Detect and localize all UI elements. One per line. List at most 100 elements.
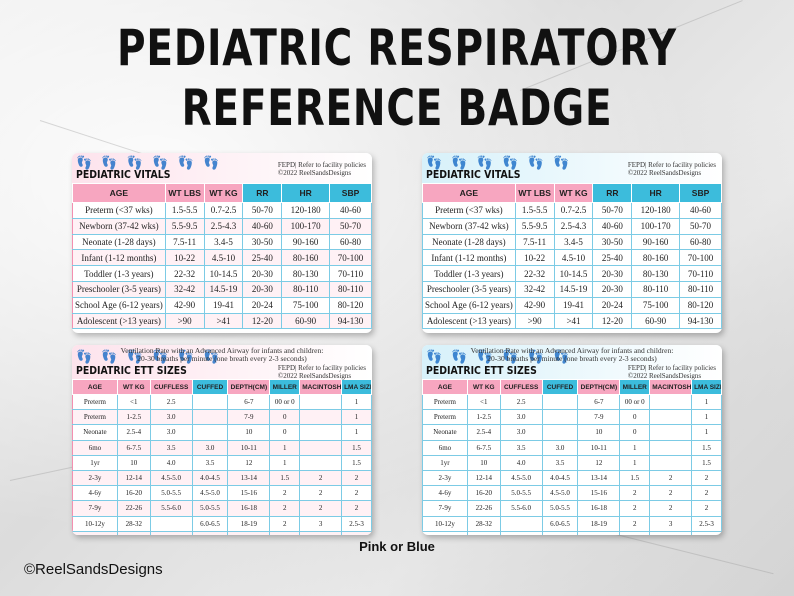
table-cell: 10-14.5 bbox=[203, 265, 244, 282]
table-cell: 94-130 bbox=[329, 312, 372, 330]
table-cell: 10-22 bbox=[164, 249, 205, 267]
row-label-cell: 10-12y bbox=[72, 515, 118, 532]
table-cell: 1.5-5.5 bbox=[514, 202, 555, 219]
row-label-cell: 6mo bbox=[72, 439, 118, 456]
table-cell bbox=[191, 424, 229, 441]
table-row: Preschooler (3-5 years) 32-42 14.5-19 20-30… bbox=[72, 280, 372, 298]
table-row: Toddler (1-3 years) 22-32 10-14.5 20-30 80-1… bbox=[72, 265, 372, 282]
column-header: MACINTOSH bbox=[649, 379, 693, 395]
table-cell: 2.5-4.3 bbox=[203, 217, 244, 235]
table-row: Newborn (37-42 wks) 5.5-9.5 2.5-4.3 40-60 10… bbox=[72, 217, 372, 235]
table-cell: 7-9 bbox=[577, 409, 621, 426]
row-label-cell: 1yr bbox=[422, 454, 468, 471]
table-cell: 75-100 bbox=[281, 296, 331, 314]
table-cell: 6.0-6.5 bbox=[541, 515, 579, 532]
table-cell: 1-2.5 bbox=[116, 409, 151, 426]
table-row: Preschooler (3-5 years) 32-42 14.5-19 20-30… bbox=[422, 280, 722, 298]
table-cell: 10 bbox=[227, 424, 271, 441]
table-row: 2-3y 12-14 4.5-5.0 4.0-4.5 13-14 1.5 2 2 bbox=[72, 469, 372, 487]
vitals-card-pink: 👣 👣 👣 👣 👣 👣 PEDIATRIC VITALS FEPD| Refer… bbox=[72, 153, 372, 333]
table-cell: 3.5 bbox=[191, 454, 229, 471]
baby-footprints-icon: 👣 👣 👣 👣 👣 👣 bbox=[426, 155, 573, 170]
table-cell bbox=[649, 424, 693, 441]
table-cell: 2.5-4 bbox=[466, 424, 501, 441]
table-cell: 100-170 bbox=[281, 217, 331, 235]
table-cell: 90-160 bbox=[631, 233, 681, 251]
table-row: 13-15y34-386.5-7.019-20233 bbox=[422, 530, 722, 535]
vitals-table: AGE WT LBS WT KG RR HR SBP Preterm (<37 wks) 1… bbox=[422, 183, 722, 330]
row-label-cell: 4-6y bbox=[72, 485, 118, 502]
table-cell: 94-130 bbox=[679, 312, 722, 330]
table-cell: 1 bbox=[269, 439, 301, 456]
table-cell: 10-11 bbox=[227, 439, 271, 456]
table-row: Preterm 1-2.5 3.0 7-9 0 1 bbox=[72, 409, 372, 426]
table-row: 4-6y 16-20 5.0-5.5 4.5-5.0 15-16 2 2 2 bbox=[422, 485, 722, 502]
table-cell: 16-20 bbox=[466, 485, 501, 502]
card-title: PEDIATRIC ETT SIZES bbox=[426, 364, 537, 377]
credit-text: ©ReelSandsDesigns bbox=[24, 561, 163, 578]
table-cell: 3.0 bbox=[191, 439, 229, 456]
table-cell: 2.5-4.3 bbox=[553, 217, 594, 235]
vitals-card-blue: 👣 👣 👣 👣 👣 👣 PEDIATRIC VITALS FEPD| Refer… bbox=[422, 153, 722, 333]
column-header: WT LBS bbox=[514, 183, 555, 203]
table-cell: 5.5-9.5 bbox=[514, 217, 555, 235]
table-cell bbox=[299, 439, 343, 456]
table-row: Infant (1-12 months) 10-22 4.5-10 25-40 80-1… bbox=[422, 249, 722, 267]
table-cell: 3 bbox=[299, 515, 343, 532]
table-cell: 2.5-4 bbox=[116, 424, 151, 441]
table-cell bbox=[299, 454, 343, 471]
ett-table: AGE WT KG CUFFLESS CUFFED DEPTH(CM) MILLER MAC… bbox=[422, 379, 722, 535]
table-cell: 60-80 bbox=[679, 233, 722, 251]
table-cell: 00 or 0 bbox=[619, 393, 651, 411]
table-cell: 2 bbox=[341, 500, 372, 517]
table-cell bbox=[149, 530, 193, 535]
column-header: HR bbox=[281, 183, 331, 203]
table-cell: 5.5-6.0 bbox=[149, 500, 193, 517]
row-label-cell: 6mo bbox=[422, 439, 468, 456]
card-note: FEPD| Refer to facility policies ©2022 Re… bbox=[277, 364, 366, 380]
card-header: 👣 👣 👣 👣 👣 👣 PEDIATRIC VITALS FEPD| Refer… bbox=[422, 153, 722, 183]
table-cell: 2 bbox=[269, 500, 301, 517]
table-cell: 80-160 bbox=[631, 249, 681, 267]
row-label-cell: Adolescent (>13 years) bbox=[422, 312, 516, 330]
table-cell: 10 bbox=[116, 454, 151, 471]
column-header: HR bbox=[631, 183, 681, 203]
table-cell: 75-100 bbox=[631, 296, 681, 314]
table-cell: 4.0-4.5 bbox=[541, 469, 579, 487]
title-line-1: PEDIATRIC RESPIRATORY bbox=[117, 19, 677, 77]
table-cell: 3.0 bbox=[149, 424, 193, 441]
card-note: FEPD| Refer to facility policies ©2022 Re… bbox=[277, 161, 366, 177]
table-cell: 80-130 bbox=[281, 265, 331, 282]
table-row: 13-15y34-386.5-7.019-20233 bbox=[72, 530, 372, 535]
table-cell: 6-7 bbox=[577, 393, 621, 411]
title-line-2: REFERENCE BADGE bbox=[181, 79, 613, 137]
baby-footprints-icon: 👣 👣 👣 👣 👣 👣 bbox=[426, 349, 573, 364]
table-row: Preterm <1 2.5 6-7 00 or 0 1 bbox=[72, 393, 372, 411]
table-cell: 3.5 bbox=[541, 454, 579, 471]
card-header: 👣 👣 👣 👣 👣 👣 Ventilation Rate with an Adv… bbox=[422, 345, 722, 380]
table-cell: 18-19 bbox=[227, 515, 271, 532]
table-cell: 6.5-7.0 bbox=[191, 530, 229, 535]
table-cell: 3 bbox=[649, 530, 693, 535]
column-header: DEPTH(CM) bbox=[577, 379, 621, 395]
table-cell: 10-14.5 bbox=[553, 265, 594, 282]
table-cell: 60-80 bbox=[329, 233, 372, 251]
table-cell: 00 or 0 bbox=[269, 393, 301, 411]
table-cell: 1 bbox=[691, 424, 722, 441]
row-label-cell: Newborn (37-42 wks) bbox=[72, 217, 166, 235]
column-header: AGE bbox=[422, 379, 468, 395]
table-cell: 3.0 bbox=[149, 409, 193, 426]
table-cell: 1 bbox=[341, 409, 372, 426]
table-cell: 4.5-5.0 bbox=[541, 485, 579, 502]
table-cell: 4.0 bbox=[499, 454, 543, 471]
table-cell: 3.0 bbox=[499, 409, 543, 426]
row-label-cell: 2-3y bbox=[72, 469, 118, 487]
table-cell: 40-60 bbox=[592, 217, 633, 235]
column-header: RR bbox=[592, 183, 633, 203]
table-cell: 3 bbox=[299, 530, 343, 535]
table-cell: 80-120 bbox=[679, 296, 722, 314]
column-header: MACINTOSH bbox=[299, 379, 343, 395]
table-row: 6mo 6-7.5 3.5 3.0 10-11 1 1.5 bbox=[422, 439, 722, 456]
table-cell: 4.5-10 bbox=[553, 249, 594, 267]
row-label-cell: Preterm bbox=[422, 409, 468, 426]
